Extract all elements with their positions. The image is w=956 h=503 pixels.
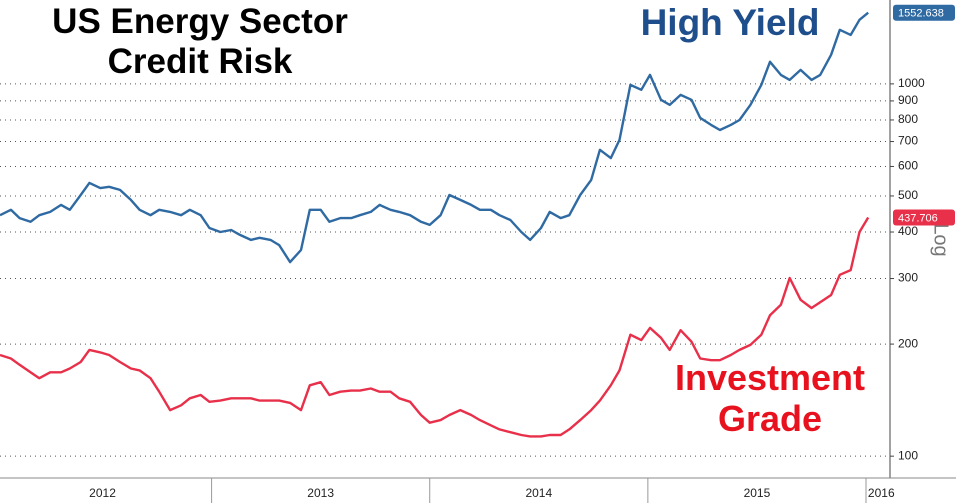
y-tick-label: 700 (898, 134, 918, 148)
y-tick-label: 800 (898, 112, 918, 126)
y-tick-label: 600 (898, 159, 918, 173)
series-label: High Yield (640, 2, 820, 43)
series-line (0, 11, 869, 264)
end-value-label: 437.706 (898, 212, 938, 224)
y-tick-label: 1000 (898, 76, 925, 90)
y-tick-label: 100 (898, 448, 918, 462)
end-tag (893, 4, 955, 21)
end-tag (893, 209, 955, 226)
x-tick-label: 2016 (868, 486, 895, 500)
y-tick-label: 900 (898, 93, 918, 107)
x-tick-label: 2012 (89, 486, 116, 500)
chart-title: US Energy Sector Credit Risk (52, 2, 348, 82)
y-tick-label: 300 (898, 271, 918, 285)
x-tick-label: 2013 (307, 486, 334, 500)
end-value-label: 1552.638 (898, 8, 944, 20)
x-tick-label: 2015 (744, 486, 771, 500)
series-label: Investment Grade (674, 357, 866, 440)
y-tick-label: 400 (898, 224, 918, 238)
x-tick-label: 2014 (525, 486, 552, 500)
series-line (0, 216, 870, 438)
y-tick-label: 500 (898, 188, 918, 202)
scale-label: Log (930, 223, 952, 256)
y-tick-label: 200 (898, 336, 918, 350)
